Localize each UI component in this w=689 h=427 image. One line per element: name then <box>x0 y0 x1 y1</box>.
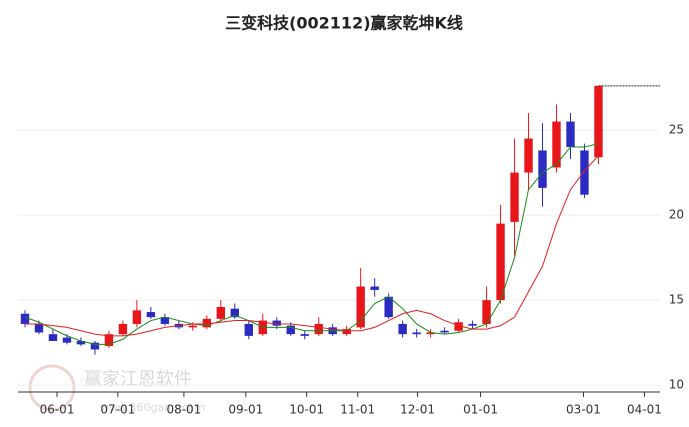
candle-body <box>580 150 589 195</box>
candle-body <box>538 150 547 188</box>
candle-body <box>104 334 114 347</box>
candle-body <box>496 223 505 301</box>
x-tick-label: 04-01 <box>627 403 662 417</box>
x-tick-label: 01-01 <box>463 403 498 417</box>
moving-average <box>24 143 599 345</box>
candle-body <box>314 323 323 335</box>
chart-title: 三变科技(002112)赢家乾坤K线 <box>225 14 463 33</box>
candle-body <box>482 300 491 324</box>
x-tick-label: 06-01 <box>40 403 75 417</box>
candle-body <box>468 323 477 326</box>
candle-body <box>524 138 533 173</box>
candle-body <box>118 323 128 335</box>
candle-body <box>20 313 30 324</box>
candle-body <box>216 306 226 319</box>
x-tick-label: 03-01 <box>566 403 601 417</box>
x-tick-label: 07-01 <box>100 403 135 417</box>
x-tick-label: 11-01 <box>340 403 375 417</box>
candle-body <box>202 318 212 328</box>
candle-body <box>440 330 449 333</box>
candle-body <box>370 286 379 290</box>
candle-body <box>454 322 463 331</box>
x-tick-label: 08-01 <box>166 403 201 417</box>
candle-body <box>384 296 393 318</box>
watermark-logo <box>28 364 76 412</box>
candle-body <box>48 334 58 341</box>
candle-body <box>356 286 365 328</box>
candle-body <box>552 121 561 168</box>
candle-body <box>230 308 239 318</box>
candle-body <box>90 342 100 350</box>
candle-body <box>342 329 351 335</box>
candle-body <box>160 317 170 324</box>
candle-body <box>34 323 44 333</box>
candle-body <box>188 325 198 328</box>
candle-body <box>594 85 603 158</box>
candle-body <box>244 323 253 336</box>
watermark-text: 赢家江恩软件 <box>84 368 192 390</box>
y-tick-label: 20 <box>669 208 684 222</box>
y-tick-label: 15 <box>669 293 684 307</box>
x-tick-label: 12-01 <box>400 403 435 417</box>
candle-body <box>62 337 72 343</box>
candle-body <box>412 332 421 335</box>
candle-body <box>272 320 281 326</box>
candle-body <box>510 172 519 222</box>
x-tick-label: 10-01 <box>289 403 324 417</box>
watermark-url: www.360gann.com <box>100 401 205 414</box>
candle-body <box>300 334 309 336</box>
y-tick-label: 10 <box>669 378 684 392</box>
candle-body <box>146 312 156 318</box>
candle-body <box>286 325 295 335</box>
x-tick-label: 09-01 <box>228 403 263 417</box>
candle-body <box>398 323 407 335</box>
moving-average <box>24 155 599 337</box>
candle-body <box>566 121 575 148</box>
y-tick-label: 25 <box>669 123 684 137</box>
candle-body <box>132 310 142 324</box>
candle-body <box>76 340 86 345</box>
candle-body <box>426 332 435 335</box>
